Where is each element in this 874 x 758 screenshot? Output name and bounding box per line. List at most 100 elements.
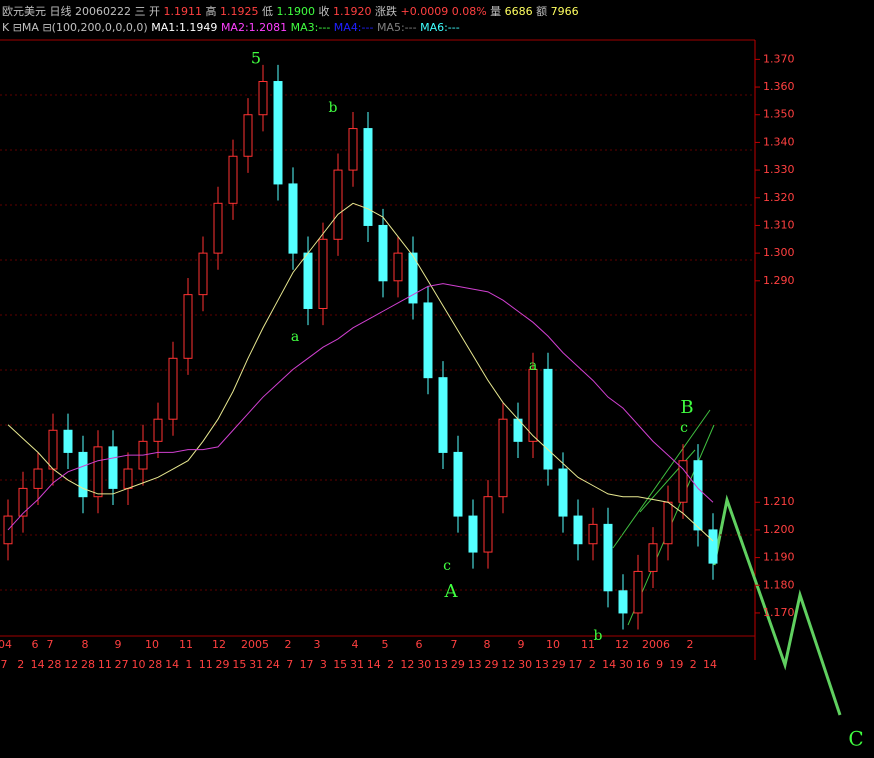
candle-body bbox=[183, 294, 193, 359]
ma-line bbox=[7, 202, 714, 542]
month-label: 12 bbox=[212, 638, 226, 651]
candle-body bbox=[363, 128, 373, 226]
day-label: 1 bbox=[185, 658, 192, 671]
month-label: 9 bbox=[115, 638, 122, 651]
month-label: 2 bbox=[285, 638, 292, 651]
month-label: 7 bbox=[451, 638, 458, 651]
day-label: 30 bbox=[619, 658, 633, 671]
candle-body bbox=[558, 468, 568, 517]
y-tick-label: 1.320 bbox=[763, 191, 795, 204]
day-label: 30 bbox=[518, 658, 532, 671]
day-label: 14 bbox=[31, 658, 45, 671]
day-label: 2 bbox=[17, 658, 24, 671]
candle-body bbox=[438, 377, 448, 453]
day-label: 9 bbox=[656, 658, 663, 671]
wave-label: b bbox=[594, 628, 603, 644]
field-label: 高 bbox=[205, 5, 217, 18]
candle-body bbox=[648, 543, 658, 572]
day-label: 13 bbox=[535, 658, 549, 671]
day-label: 12 bbox=[501, 658, 515, 671]
y-tick-label: 1.180 bbox=[763, 578, 795, 591]
candle-body bbox=[168, 357, 178, 420]
field-label: 额 bbox=[536, 5, 548, 18]
month-label: 6 bbox=[416, 638, 423, 651]
y-tick-label: 1.200 bbox=[763, 523, 795, 536]
wave-label: a bbox=[529, 358, 537, 374]
y-tick-label: 1.360 bbox=[763, 80, 795, 93]
day-label: 14 bbox=[703, 658, 717, 671]
month-label: 04 bbox=[0, 638, 12, 651]
month-label: 2006 bbox=[642, 638, 670, 651]
y-tick-label: 1.210 bbox=[763, 495, 795, 508]
day-label: 31 bbox=[350, 658, 364, 671]
indicator: K ⊟MA ⊟(100,200,0,0,0,0) bbox=[2, 21, 148, 34]
day-label: 13 bbox=[434, 658, 448, 671]
day-label: 7 bbox=[1, 658, 8, 671]
candle-body bbox=[333, 169, 343, 240]
candle-body bbox=[288, 183, 298, 254]
field-value: 1.1925 bbox=[220, 5, 259, 18]
field-label: 收 bbox=[318, 5, 330, 18]
day-label: 29 bbox=[552, 658, 566, 671]
field-label: 低 bbox=[262, 5, 273, 18]
ma-line bbox=[7, 283, 714, 531]
ma-label: MA1:1.1949 bbox=[151, 21, 218, 34]
candle-body bbox=[78, 451, 88, 498]
day-label: 16 bbox=[636, 658, 650, 671]
month-label: 8 bbox=[484, 638, 491, 651]
candle-body bbox=[63, 429, 73, 453]
wave-label: C bbox=[848, 727, 863, 751]
ma-label: MA5:--- bbox=[376, 21, 417, 34]
y-tick-label: 1.190 bbox=[763, 551, 795, 564]
month-label: 12 bbox=[615, 638, 629, 651]
channel bbox=[612, 409, 711, 549]
candle-body bbox=[678, 460, 688, 503]
candle-body bbox=[453, 451, 463, 517]
field-value: +0.0009 0.08% bbox=[400, 5, 487, 18]
month-label: 10 bbox=[546, 638, 560, 651]
day-label: 12 bbox=[64, 658, 78, 671]
symbol: 欧元美元 bbox=[2, 5, 46, 18]
month-label: 2005 bbox=[241, 638, 269, 651]
candle-body bbox=[603, 523, 613, 592]
candle-body bbox=[468, 515, 478, 553]
candle-body bbox=[153, 418, 163, 442]
day-label: 29 bbox=[451, 658, 465, 671]
candle-body bbox=[483, 496, 493, 553]
day-label: 2 bbox=[387, 658, 394, 671]
candle-body bbox=[93, 446, 103, 498]
wave-label: c bbox=[443, 558, 451, 574]
field-value: 1.1900 bbox=[276, 5, 316, 18]
ma-label: MA4:--- bbox=[333, 21, 374, 34]
wave-label: 5 bbox=[251, 49, 261, 68]
candle-body bbox=[528, 368, 538, 442]
candle-body bbox=[48, 429, 58, 470]
candle-body bbox=[633, 570, 643, 614]
ma-header: K ⊟MA ⊟(100,200,0,0,0,0) MA1:1.1949 MA2:… bbox=[2, 21, 460, 34]
y-tick-label: 1.300 bbox=[763, 246, 795, 259]
day-label: 29 bbox=[216, 658, 230, 671]
field-value: 1.1911 bbox=[163, 5, 203, 18]
candle-body bbox=[198, 252, 208, 296]
candle-body bbox=[573, 515, 583, 545]
field-label: 涨跌 bbox=[375, 5, 397, 18]
candle-body bbox=[543, 368, 553, 470]
field-label: 开 bbox=[149, 5, 160, 18]
day-label: 28 bbox=[47, 658, 61, 671]
month-label: 7 bbox=[47, 638, 54, 651]
candle-body bbox=[393, 252, 403, 282]
weekday: 三 bbox=[134, 5, 146, 18]
ma-label: MA2:1.2081 bbox=[220, 21, 288, 34]
field-value: 6686 bbox=[504, 5, 533, 18]
wave-label: a bbox=[291, 329, 299, 345]
y-tick-label: 1.370 bbox=[763, 52, 795, 65]
quote-header: 欧元美元 日线 20060222 三 开 1.1911 高 1.1925 低 1… bbox=[2, 3, 579, 19]
candle-body bbox=[708, 529, 718, 564]
candle-body bbox=[588, 523, 598, 545]
ma-label: MA6:--- bbox=[420, 21, 460, 34]
field-label: 量 bbox=[490, 5, 502, 18]
candle-body bbox=[18, 487, 28, 517]
date: 20060222 bbox=[75, 5, 131, 18]
